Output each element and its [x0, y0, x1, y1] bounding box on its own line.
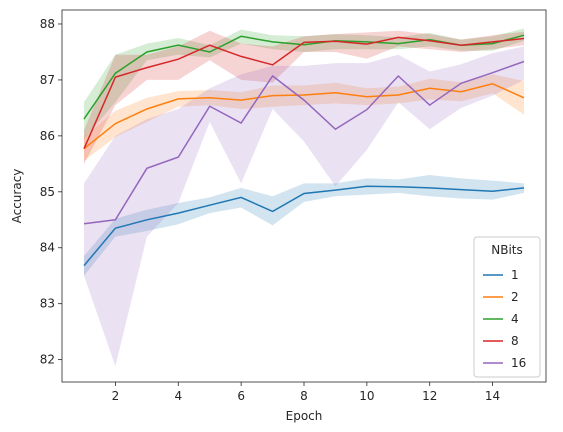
x-tick-label: 10: [359, 389, 374, 403]
x-tick-label: 12: [422, 389, 437, 403]
legend-label-nbits-8: 8: [511, 334, 519, 348]
x-axis-label: Epoch: [286, 409, 323, 423]
legend: NBits 1 2 4 8 16: [473, 236, 541, 378]
legend-label-nbits-16: 16: [511, 356, 526, 370]
band-nbits-16: [84, 46, 524, 367]
y-axis: 82 83 84 85 86 87 88: [40, 17, 62, 367]
legend-frame: [473, 236, 541, 378]
x-tick-label: 4: [174, 389, 182, 403]
band-nbits-1: [84, 175, 524, 276]
y-tick-label: 87: [40, 73, 55, 87]
line-nbits-1: [83, 185, 525, 267]
legend-title: NBits: [491, 243, 523, 257]
band-nbits-4: [84, 28, 524, 139]
y-tick-label: 84: [40, 241, 55, 255]
y-tick-label: 85: [40, 185, 55, 199]
confidence-bands: [84, 28, 524, 367]
line-nbits-8: [83, 36, 525, 150]
x-tick-label: 2: [112, 389, 120, 403]
series-lines: [83, 34, 525, 267]
x-axis: 2 4 6 8 10 12 14: [112, 382, 500, 403]
line-nbits-16: [83, 60, 525, 225]
y-tick-label: 82: [40, 353, 55, 367]
y-tick-label: 83: [40, 297, 55, 311]
x-tick-label: 14: [485, 389, 500, 403]
band-nbits-8: [84, 30, 524, 164]
band-nbits-2: [84, 74, 524, 161]
legend-label-nbits-4: 4: [511, 312, 519, 326]
legend-label-nbits-1: 1: [511, 268, 519, 282]
y-tick-label: 86: [40, 129, 55, 143]
y-axis-label: Accuracy: [10, 169, 24, 224]
legend-label-nbits-2: 2: [511, 290, 519, 304]
x-tick-label: 6: [237, 389, 245, 403]
y-tick-label: 88: [40, 17, 55, 31]
x-tick-label: 8: [300, 389, 308, 403]
